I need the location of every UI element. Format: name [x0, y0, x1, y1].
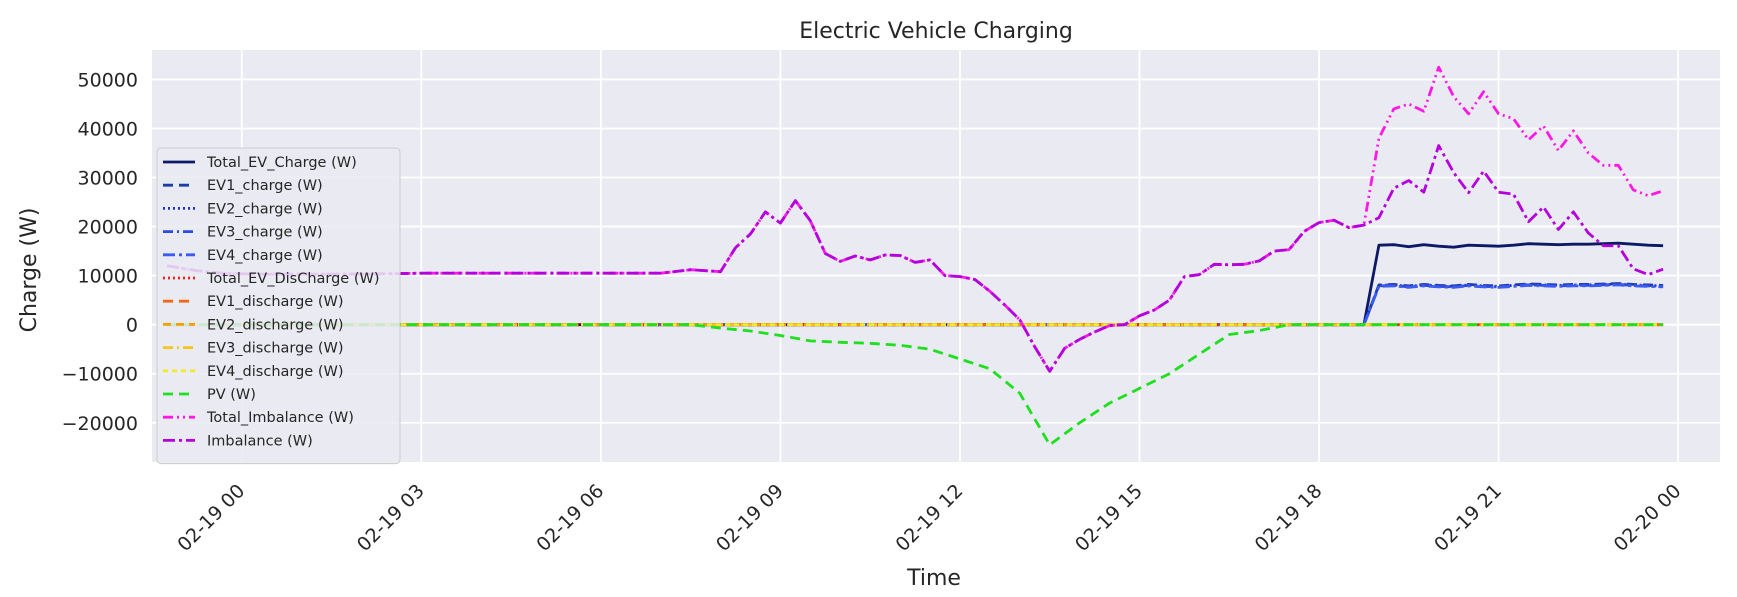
legend-label: Total_EV_Charge (W): [206, 155, 357, 171]
x-tick-label: 02-19 21: [1430, 480, 1506, 556]
x-tick-label: 02-19 00: [173, 480, 249, 556]
y-tick-label: 30000: [78, 168, 138, 190]
y-tick-label: 0: [126, 315, 138, 337]
legend-label: Imbalance (W): [207, 433, 313, 449]
y-tick-label: 10000: [78, 266, 138, 288]
legend-box: [156, 147, 401, 465]
series-line-12: [166, 144, 1664, 373]
legend-label: EV1_discharge (W): [207, 294, 343, 310]
legend-label: EV1_charge (W): [207, 178, 323, 194]
y-tick-label: 40000: [78, 118, 138, 140]
legend-label: EV3_discharge (W): [207, 341, 343, 357]
series-line-11: [166, 65, 1664, 373]
x-axis-label: Time: [906, 566, 961, 591]
legend-label: EV3_charge (W): [207, 225, 323, 241]
x-tick-label: 02-19 12: [892, 480, 968, 556]
y-tick-label: −20000: [62, 413, 138, 435]
legend-label: EV4_charge (W): [207, 248, 323, 264]
x-tick-label: 02-19 15: [1071, 480, 1147, 556]
chart-title: Electric Vehicle Charging: [799, 19, 1073, 44]
legend-label: EV2_charge (W): [207, 201, 323, 217]
legend-label: EV2_discharge (W): [207, 317, 343, 333]
x-tick-label: 02-20 00: [1610, 480, 1686, 556]
y-axis-label: Charge (W): [17, 208, 42, 333]
y-tick-labels: 50000 40000 30000 20000 10000 0 −10000 −20000: [62, 69, 138, 434]
series-group: [166, 65, 1664, 447]
series-line-0: [167, 241, 1664, 327]
y-tick-label: 20000: [78, 217, 138, 239]
series-line-4: [167, 283, 1664, 327]
legend-label: Total_EV_DisCharge (W): [206, 271, 380, 287]
legend: Total_EV_Charge (W) EV1_charge (W) EV2_cha…: [156, 147, 401, 465]
x-tick-label: 02-19 09: [712, 480, 788, 556]
x-tick-label: 02-19 06: [532, 480, 608, 556]
x-tick-labels: 02-19 00 02-19 03 02-19 06 02-19 09 02-19 12…: [173, 480, 1685, 556]
legend-label: EV4_discharge (W): [207, 364, 343, 380]
series-line-10: [167, 323, 1664, 447]
y-tick-label: −10000: [62, 364, 138, 386]
plot-area: [152, 50, 1720, 462]
x-tick-label: 02-19 18: [1251, 480, 1327, 556]
y-tick-label: 50000: [78, 69, 138, 91]
x-tick-label: 02-19 03: [353, 480, 429, 556]
legend-label: PV (W): [207, 387, 256, 403]
legend-label: Total_Imbalance (W): [206, 410, 354, 426]
